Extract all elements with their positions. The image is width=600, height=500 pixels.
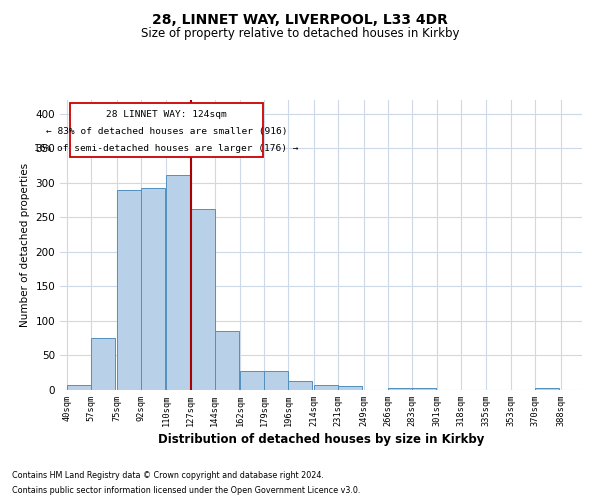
Text: 28 LINNET WAY: 124sqm: 28 LINNET WAY: 124sqm xyxy=(106,110,227,120)
Bar xyxy=(314,385,338,390)
Bar xyxy=(91,338,115,390)
Bar xyxy=(338,386,362,390)
Bar xyxy=(388,388,412,390)
Text: Contains HM Land Registry data © Crown copyright and database right 2024.: Contains HM Land Registry data © Crown c… xyxy=(12,471,324,480)
Text: Size of property relative to detached houses in Kirkby: Size of property relative to detached ho… xyxy=(141,28,459,40)
Bar xyxy=(289,381,313,390)
Bar xyxy=(117,190,141,390)
Y-axis label: Number of detached properties: Number of detached properties xyxy=(20,163,30,327)
Text: Distribution of detached houses by size in Kirkby: Distribution of detached houses by size … xyxy=(158,432,484,446)
Text: 28, LINNET WAY, LIVERPOOL, L33 4DR: 28, LINNET WAY, LIVERPOOL, L33 4DR xyxy=(152,12,448,26)
Bar xyxy=(215,332,239,390)
Bar xyxy=(535,388,559,390)
Bar xyxy=(412,388,436,390)
FancyBboxPatch shape xyxy=(70,104,263,158)
Bar xyxy=(240,372,264,390)
Bar xyxy=(191,209,215,390)
Bar xyxy=(67,385,91,390)
Bar xyxy=(141,188,165,390)
Bar xyxy=(264,372,289,390)
Bar xyxy=(166,174,191,390)
Text: Contains public sector information licensed under the Open Government Licence v3: Contains public sector information licen… xyxy=(12,486,361,495)
Text: 16% of semi-detached houses are larger (176) →: 16% of semi-detached houses are larger (… xyxy=(34,144,299,152)
Text: ← 83% of detached houses are smaller (916): ← 83% of detached houses are smaller (91… xyxy=(46,127,287,136)
